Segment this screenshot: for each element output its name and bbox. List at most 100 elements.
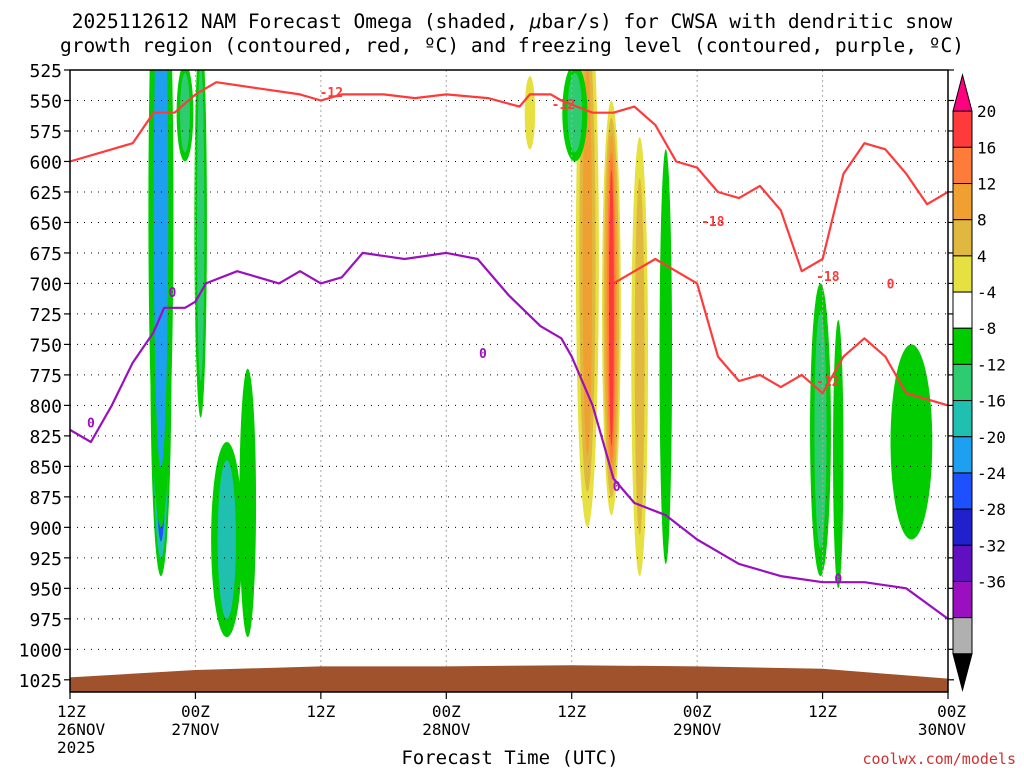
colorbar-segment [952, 363, 973, 402]
x-tick-label: 29NOV [673, 720, 722, 739]
contour-label: -18 [701, 215, 725, 230]
omega-shade--12 [217, 460, 236, 619]
contour-labels: -12 -12 -18 -18 -12 0 0 0 0 0 0 [87, 86, 895, 588]
y-tick-label: 750 [29, 335, 62, 356]
colorbar-label: 8 [977, 211, 987, 230]
y-tick-label: 650 [29, 213, 62, 234]
y-tick-label: 600 [29, 152, 62, 173]
contour-label: 0 [834, 573, 842, 588]
dgz-contour--12 [70, 81, 948, 273]
colorbar-label: -12 [977, 355, 1006, 374]
omega-shade-12 [582, 70, 593, 457]
colorbar-label: -24 [977, 464, 1006, 483]
y-tick-label: 525 [29, 61, 62, 82]
y-tick-label: 700 [29, 274, 62, 295]
x-tick-label: 27NOV [171, 720, 220, 739]
y-tick-label: 900 [29, 518, 62, 539]
contour-label: -12 [816, 375, 839, 390]
title-line-1: 2025112612 NAM Forecast Omega (shaded, μ… [72, 10, 953, 33]
colorbar-label: -28 [977, 500, 1006, 519]
colorbar-label: 4 [977, 247, 987, 266]
colorbar-segment [952, 146, 973, 185]
colorbar-segment [952, 580, 973, 619]
omega-shade--4 [833, 320, 844, 589]
y-tick-label: 875 [29, 488, 62, 509]
plot-frame [69, 69, 949, 693]
contour-label: 0 [87, 416, 95, 431]
x-tick-label: 00Z [683, 702, 712, 721]
y-tick-label: 575 [29, 122, 62, 143]
x-tick-label: 28NOV [422, 720, 471, 739]
colorbar-label: -20 [977, 428, 1006, 447]
contour-label: 0 [613, 480, 621, 495]
omega-shade--4 [239, 368, 257, 638]
colorbar-segment [952, 291, 973, 329]
colorbar-segment [952, 400, 973, 438]
y-tick-label: 550 [29, 91, 62, 112]
colorbar-segment [952, 617, 973, 655]
colorbar-segment [952, 183, 973, 221]
x-tick-label: 00Z [432, 702, 461, 721]
y-tick-label: 825 [29, 427, 62, 448]
contours [70, 81, 948, 620]
terrain-fill [70, 665, 948, 692]
colorbar-label: 20 [977, 102, 996, 121]
x-tick-label: 26NOV [57, 720, 106, 739]
omega-shade--8 [567, 73, 583, 153]
omega-ascent-3 [631, 137, 649, 577]
contour-label: -18 [816, 270, 840, 285]
y-tick-label: 725 [29, 305, 62, 326]
x-axis-label: Forecast Time (UTC) [401, 747, 618, 768]
x-tick-label: 30NOV [918, 720, 967, 739]
grid-lines [70, 70, 948, 692]
credit-text: coolwx.com/models [862, 750, 1016, 768]
omega-column-9 [176, 70, 194, 162]
x-tick-label: 12Z [557, 702, 586, 721]
omega-shade-4 [524, 76, 536, 150]
freezing-level-contour-0 [70, 251, 948, 620]
y-tick-label: 625 [29, 183, 62, 204]
omega-column-7 [833, 320, 844, 589]
omega-column-8 [890, 344, 933, 540]
y-tick-label: 850 [29, 457, 62, 478]
colorbar-label: -36 [977, 572, 1006, 591]
colorbar: 20 16 12 8 4 -4 -8 -12 -16 -20 -24 -28 -32 -36 [952, 73, 1006, 692]
colorbar-label: -16 [977, 392, 1006, 411]
colorbar-bottom-triangle [952, 653, 973, 692]
y-axis: 525 550 575 600 625 650 675 700 725 750 775 800 825 8… [19, 61, 954, 692]
contour-label: -12 [320, 86, 343, 101]
omega-column-4 [239, 368, 257, 638]
omega-ascent-4 [524, 76, 536, 150]
x-tick-label: 2025 [57, 738, 96, 757]
omega-shade--4 [890, 344, 933, 540]
omega-shade--8 [180, 73, 190, 153]
omega-shade--8 [196, 70, 205, 381]
colorbar-segment [952, 327, 973, 365]
colorbar-segment [952, 436, 973, 474]
omega-shade--4 [659, 149, 673, 564]
omega-shade-20 [608, 169, 614, 447]
omega-shade-8 [634, 178, 645, 535]
y-tick-label: 800 [29, 396, 62, 417]
omega-ascent-2 [602, 100, 621, 516]
colorbar-label: 12 [977, 175, 996, 194]
y-tick-label: 975 [29, 610, 62, 631]
colorbar-segment [952, 219, 973, 257]
y-tick-label: 675 [29, 244, 62, 265]
x-tick-label: 12Z [808, 702, 837, 721]
omega-column-2 [194, 70, 207, 418]
colorbar-label: -8 [977, 319, 996, 338]
omega-column-1 [148, 70, 174, 528]
omega-shade--16 [153, 70, 169, 468]
chart-title: 2025112612 NAM Forecast Omega (shaded, μ… [60, 10, 964, 57]
x-tick-label: 00Z [937, 702, 966, 721]
omega-column-10 [562, 70, 588, 162]
y-tick-label: 775 [29, 366, 62, 387]
omega-ascent-1 [575, 70, 599, 528]
omega-column-3 [211, 441, 243, 638]
omega-column-5 [659, 149, 673, 564]
omega-column-6 [810, 283, 831, 577]
x-tick-label: 12Z [57, 702, 86, 721]
colorbar-segment [952, 110, 973, 148]
